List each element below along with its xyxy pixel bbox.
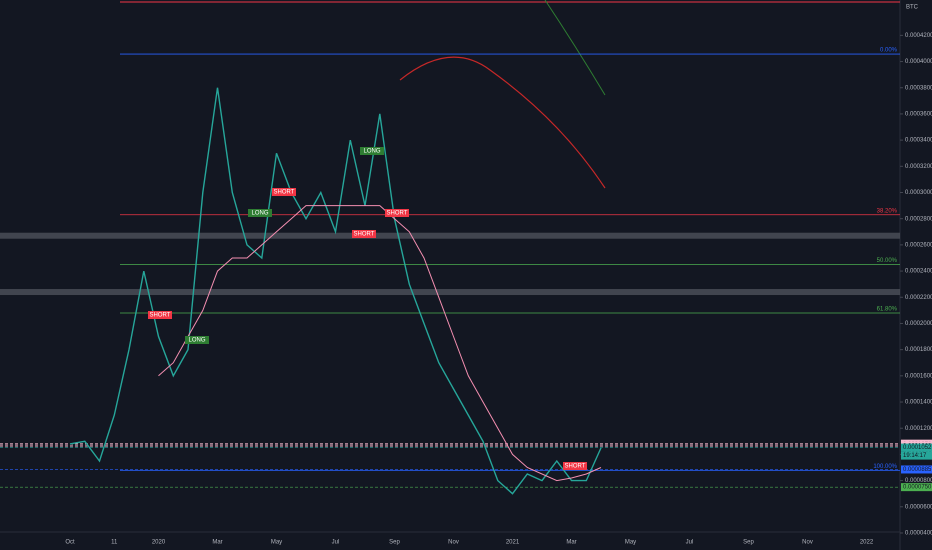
signal-tag	[360, 147, 384, 155]
y-tick-label: 0.0000400	[905, 531, 932, 537]
x-tick-label: 2020	[152, 540, 166, 546]
signal-label: LONG	[363, 149, 380, 155]
y-tick-label: 0.0002000	[905, 321, 932, 327]
zone	[0, 232, 900, 239]
y-tick-label: 0.0003200	[905, 164, 932, 170]
fib-label: 38.20%	[877, 208, 898, 214]
fib-label: 50.00%	[877, 258, 898, 264]
y-tick-label: 0.0004200	[905, 33, 932, 39]
signal-label: SHORT	[274, 190, 295, 196]
x-tick-label: Oct	[65, 540, 75, 546]
fib-label: 0.00%	[880, 48, 898, 54]
x-tick-label: 11	[111, 540, 118, 546]
signal-tag	[272, 188, 296, 196]
y-tick-label: 0.0002800	[905, 216, 932, 222]
signal-tag	[248, 209, 272, 217]
countdown: 19:14:17	[903, 453, 927, 459]
signal-label: SHORT	[565, 464, 586, 470]
x-tick-label: 2022	[860, 540, 874, 546]
signal-tag	[352, 230, 376, 238]
y-tick-label: 0.0003000	[905, 190, 932, 196]
signal-tag	[385, 209, 409, 217]
y-tick-label: 0.0001200	[905, 426, 932, 432]
price-label: 0.0000885	[903, 467, 932, 473]
price-line-series	[69, 87, 602, 495]
signal-tag	[148, 311, 172, 319]
price-line-series	[158, 205, 602, 482]
signal-tag	[185, 336, 209, 344]
y-tick-label: 0.0002200	[905, 295, 932, 301]
price-label: 0.0001052	[903, 445, 932, 451]
y-tick-label: 0.0001600	[905, 373, 932, 379]
x-tick-label: Sep	[743, 540, 754, 546]
y-tick-label: 0.0004000	[905, 59, 932, 65]
trend-curve	[399, 56, 606, 189]
zone	[0, 289, 900, 296]
y-tick-label: 0.0003400	[905, 138, 932, 144]
fib-label: 61.80%	[877, 307, 898, 313]
signal-label: SHORT	[150, 313, 171, 319]
price-tag	[901, 465, 932, 474]
x-tick-label: May	[271, 540, 282, 546]
symbol: BTC	[906, 5, 919, 11]
x-tick-label: Nov	[802, 540, 813, 546]
signal-label: LONG	[188, 338, 205, 344]
signal-label: SHORT	[354, 232, 375, 238]
x-tick-label: Jul	[686, 540, 694, 546]
y-tick-label: 0.0001400	[905, 400, 932, 406]
signal-label: LONG	[251, 211, 268, 217]
trend-curve	[544, 0, 606, 96]
x-tick-label: Mar	[566, 540, 576, 546]
y-tick-label: 0.0000800	[905, 478, 932, 484]
y-tick-label: 0.0001800	[905, 347, 932, 353]
fib-label: 100.00%	[873, 464, 897, 470]
price-label: 0.0000750	[903, 485, 932, 491]
y-tick-label: 0.0002400	[905, 269, 932, 275]
y-tick-label: 0.0000600	[905, 504, 932, 510]
price-tag	[901, 483, 932, 492]
y-tick-label: 0.0003600	[905, 112, 932, 118]
x-tick-label: Nov	[448, 540, 459, 546]
x-tick-label: Jul	[332, 540, 340, 546]
x-tick-label: May	[625, 540, 636, 546]
signal-label: SHORT	[387, 211, 408, 217]
price-tag	[901, 443, 932, 452]
signal-tag	[563, 462, 587, 470]
y-tick-label: 0.0002600	[905, 242, 932, 248]
x-tick-label: Mar	[212, 540, 222, 546]
countdown-tag	[901, 451, 932, 460]
x-tick-label: 2021	[506, 540, 520, 546]
y-tick-label: 0.0003800	[905, 85, 932, 91]
x-tick-label: Sep	[389, 540, 400, 546]
